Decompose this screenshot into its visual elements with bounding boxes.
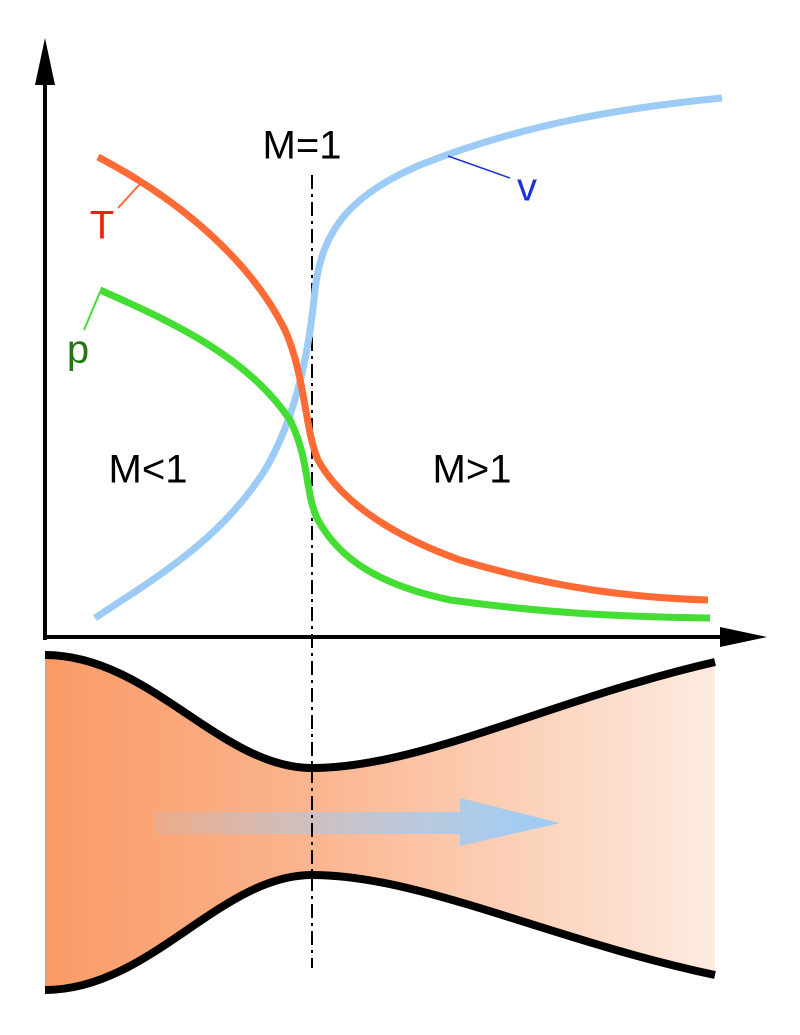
mach-equal-label: M=1 [263,124,342,168]
velocity-label: v [517,166,537,210]
x-axis-arrow [720,627,767,647]
flow-arrow [155,798,560,846]
temperature-leader [117,183,141,209]
temperature-curve [96,153,709,604]
mach-below-label: M<1 [109,448,188,492]
y-axis-arrow [35,38,55,85]
pressure-curve [98,286,711,622]
velocity-leader [447,155,511,179]
mach-above-label: M>1 [433,448,512,492]
temperature-label: T [90,204,114,248]
pressure-label: p [67,328,89,372]
nozzle-wall-bottom [44,870,716,994]
nozzle-wall-top [44,651,716,773]
pressure-leader [83,291,101,331]
velocity-curve [93,94,723,621]
